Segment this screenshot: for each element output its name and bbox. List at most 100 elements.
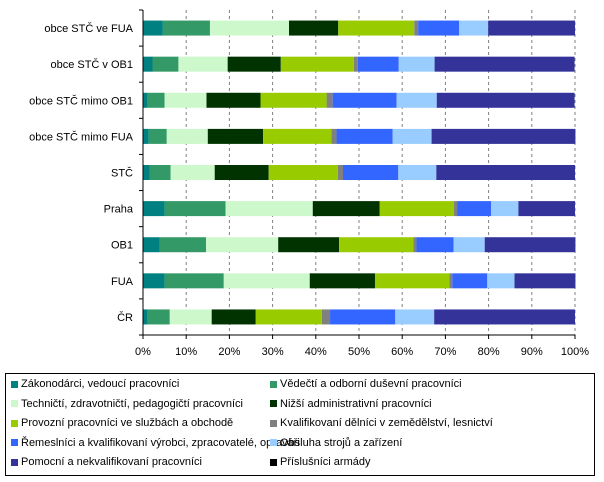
bar-segment — [434, 56, 575, 72]
legend-label: Vědečtí a odborní duševní pracovníci — [280, 378, 462, 390]
bar-segment — [143, 165, 150, 180]
x-tick-label: 70% — [434, 346, 456, 358]
legend-swatch — [11, 419, 18, 427]
bar-segment — [321, 309, 331, 325]
x-tick-label: 50% — [348, 346, 370, 358]
legend-swatch — [11, 400, 18, 407]
bar-segment — [491, 201, 519, 217]
category-label: ČR — [117, 311, 133, 324]
legend-item: Kvalifikovaní dělníci v zemědělství, les… — [270, 417, 493, 429]
bar-segment — [452, 273, 488, 289]
bar-segment — [396, 92, 437, 108]
legend-item: Nižší administrativní pracovníci — [270, 398, 432, 410]
legend-label: Provozní pracovníci ve službách a obchod… — [21, 417, 234, 429]
bar-segment — [398, 165, 437, 180]
x-tick-label: 100% — [561, 346, 589, 358]
bar-segment — [395, 309, 435, 325]
category-label: FUA — [111, 276, 134, 288]
legend-item: Obsluha strojů a zařízení — [270, 437, 402, 449]
category-label: obce STČ ve FUA — [44, 22, 133, 35]
bar-segment — [223, 273, 310, 289]
x-tick-label: 0% — [135, 346, 151, 358]
bar-segment — [170, 165, 215, 180]
bar-segment — [514, 273, 576, 289]
bar-segment — [457, 201, 492, 217]
legend-swatch — [11, 439, 18, 446]
legend-item: Techničtí, zdravotničtí, pedagogičtí pra… — [11, 398, 243, 410]
x-tick-label: 60% — [391, 346, 413, 358]
bar-segment — [337, 165, 344, 180]
x-tick-label: 30% — [262, 346, 284, 358]
category-label: Praha — [104, 204, 134, 216]
category-label: obce STČ mimo FUA — [29, 130, 134, 143]
bar-segment — [338, 20, 415, 36]
category-label: obce STČ mimo OB1 — [29, 94, 133, 107]
bar-segment — [263, 128, 332, 144]
bar-segment — [330, 309, 396, 325]
x-tick-label: 90% — [521, 346, 543, 358]
bar-segment — [459, 20, 489, 36]
bar-segment — [164, 201, 226, 217]
bar-segment — [166, 128, 208, 144]
bar-segment — [484, 237, 576, 253]
bar-segment — [159, 237, 207, 253]
bar-segment — [164, 273, 224, 289]
bar-segment — [209, 20, 290, 36]
bar-segment — [211, 309, 256, 325]
legend-label: Řemeslníci a kvalifikovaní výrobci, zpra… — [21, 436, 300, 449]
bar-segment — [488, 20, 575, 36]
bar-segment — [326, 92, 333, 108]
category-label: obce STČ v OB1 — [50, 58, 133, 71]
legend-label: Zákonodárci, vedoucí pracovníci — [21, 378, 180, 390]
legend-swatch — [270, 380, 277, 388]
bar-segment — [143, 92, 148, 108]
legend-swatch — [11, 458, 18, 466]
legend-item: Řemeslníci a kvalifikovaní výrobci, zpra… — [11, 437, 300, 449]
bar-segment — [453, 237, 485, 253]
legend-swatch — [270, 400, 277, 407]
bar-segment — [225, 201, 313, 217]
x-tick-label: 40% — [305, 346, 327, 358]
legend-label: Nižší administrativní pracovníci — [280, 397, 432, 410]
bar-segment — [336, 128, 393, 144]
bar-segment — [152, 56, 179, 72]
legend-swatch — [270, 458, 277, 466]
legend-swatch — [11, 380, 18, 388]
bar-segment — [178, 56, 228, 72]
category-label: OB1 — [111, 240, 133, 252]
bar-segment — [418, 20, 460, 36]
legend-label: Kvalifikovaní dělníci v zemědělství, les… — [280, 417, 493, 429]
bar-segment — [143, 201, 165, 217]
legend-item: Příslušníci armády — [270, 456, 370, 468]
bar-segment — [206, 92, 261, 108]
x-tick-label: 80% — [478, 346, 500, 358]
bar-segment — [268, 165, 338, 180]
bar-segment — [143, 273, 165, 289]
bar-segment — [312, 201, 380, 217]
bar-segment — [392, 128, 432, 144]
bar-segment — [414, 20, 419, 36]
bar-segment — [454, 201, 458, 217]
bar-segment — [164, 92, 207, 108]
bar-segment — [280, 56, 354, 72]
bar-segment — [255, 309, 322, 325]
bar-segment — [148, 128, 167, 144]
legend-label: Pomocní a nekvalifikovaní pracovníci — [21, 456, 202, 468]
legend-label: Obsluha strojů a zařízení — [280, 436, 403, 449]
bar-segment — [147, 309, 170, 325]
bar-segment — [487, 273, 515, 289]
bar-segment — [143, 56, 153, 72]
bar-segment — [147, 92, 165, 108]
bar-segment — [260, 92, 327, 108]
bar-segment — [353, 56, 358, 72]
legend-item: Pomocní a nekvalifikovaní pracovníci — [11, 456, 202, 468]
bar-segment — [343, 165, 399, 180]
bar-segment — [339, 237, 414, 253]
legend-label: Příslušníci armády — [280, 456, 371, 468]
bar-segment — [416, 237, 454, 253]
bar-segment — [162, 20, 210, 36]
bar-segment — [331, 128, 337, 144]
bar-segment — [143, 128, 149, 144]
bar-segment — [149, 165, 171, 180]
category-label: STČ — [111, 167, 133, 180]
